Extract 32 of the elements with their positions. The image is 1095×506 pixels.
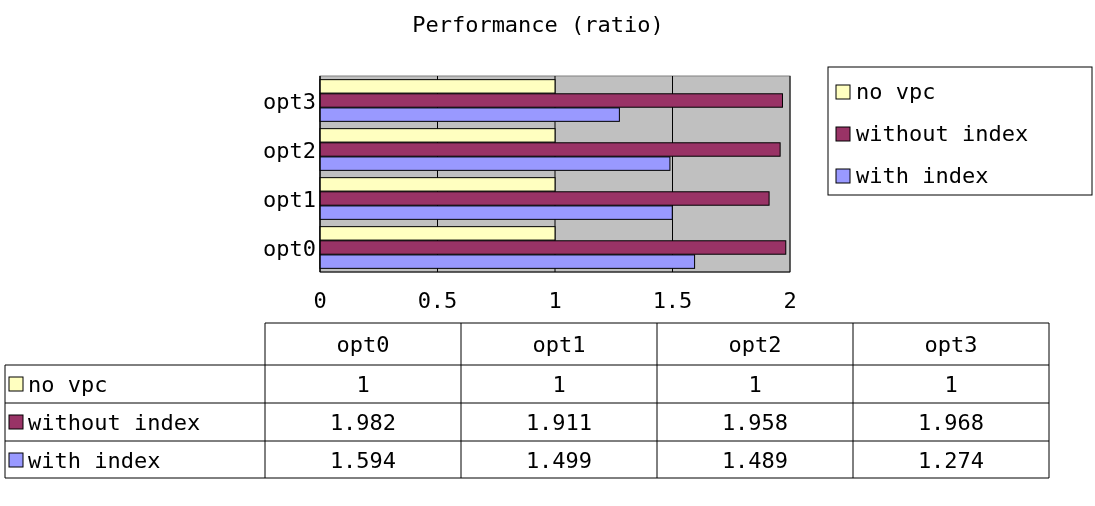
- y-tick-label: opt0: [263, 235, 316, 261]
- data-label: 1: [748, 372, 762, 397]
- data-label: 1.499: [525, 448, 593, 473]
- data-label: 1: [944, 372, 958, 397]
- data-label: 1.274: [917, 448, 985, 473]
- data-label: 1.911: [525, 410, 593, 435]
- data-label: 1.982: [329, 410, 397, 435]
- x-tick-label: 1: [548, 288, 562, 313]
- y-tick-label: opt2: [263, 137, 316, 163]
- legend-label: no vpc: [856, 79, 936, 104]
- category-label: opt1: [532, 332, 586, 357]
- legend-label: with index: [856, 163, 989, 188]
- x-tick-label: 2: [783, 288, 797, 313]
- data-label: 1: [552, 372, 566, 397]
- x-tick-label: 0: [313, 288, 327, 313]
- x-tick-label: 1.5: [652, 288, 693, 313]
- data-label: 1.489: [721, 448, 789, 473]
- data-label: 1.968: [917, 410, 985, 435]
- legend-label: with index: [28, 448, 161, 473]
- legend-label: without index: [856, 121, 1029, 146]
- category-label: opt2: [728, 332, 782, 357]
- category-label: opt3: [924, 332, 978, 357]
- chart-title: Performance (ratio): [412, 12, 664, 37]
- legend-label: no vpc: [28, 372, 108, 397]
- data-label: 1.958: [721, 410, 789, 435]
- y-tick-label: opt1: [263, 186, 316, 212]
- category-label: opt0: [336, 332, 390, 357]
- data-label: 1: [356, 372, 370, 397]
- y-tick-label: opt3: [263, 88, 316, 114]
- x-tick-label: 0.5: [417, 288, 458, 313]
- legend-label: without index: [28, 410, 201, 435]
- data-label: 1.594: [329, 448, 397, 473]
